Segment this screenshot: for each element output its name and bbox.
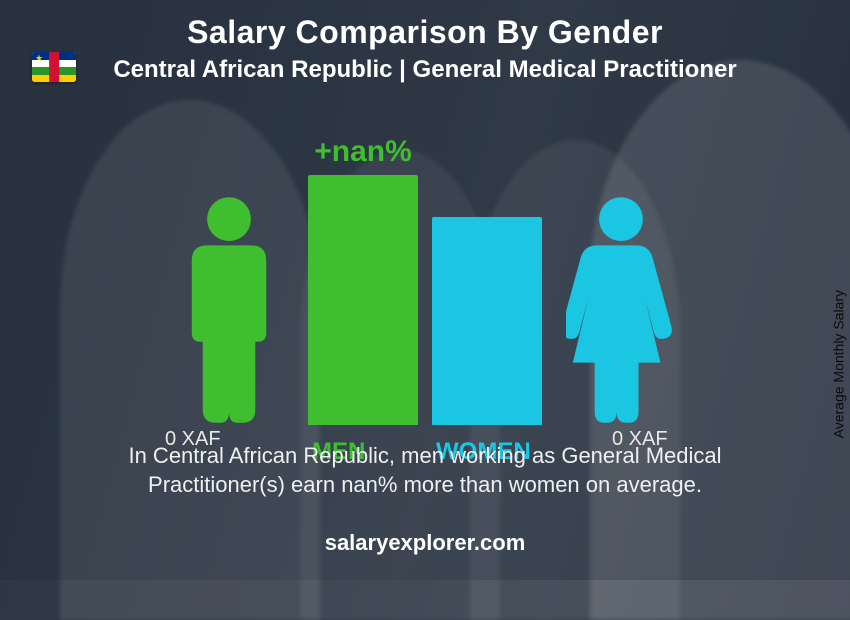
y-axis-label: Average Monthly Salary	[830, 290, 846, 438]
men-bar-column: +nan%	[308, 135, 418, 425]
men-bar	[308, 175, 418, 425]
female-icon	[566, 195, 676, 425]
gender-salary-chart: +nan%	[0, 125, 850, 425]
women-bar-column	[432, 217, 542, 425]
subtitle-sep: |	[392, 56, 412, 83]
subtitle-role: General Medical Practitioner	[413, 56, 737, 83]
page-title: Salary Comparison By Gender	[0, 14, 850, 51]
male-figure	[164, 195, 294, 425]
male-icon	[174, 195, 284, 425]
subtitle: Central African Republic | General Medic…	[0, 56, 850, 84]
subtitle-country: Central African Republic	[113, 56, 392, 83]
caption-text: In Central African Republic, men working…	[60, 441, 790, 500]
female-figure	[556, 195, 686, 425]
pct-diff-label: +nan%	[314, 135, 412, 169]
footer-source: salaryexplorer.com	[0, 530, 850, 556]
women-bar	[432, 217, 542, 425]
